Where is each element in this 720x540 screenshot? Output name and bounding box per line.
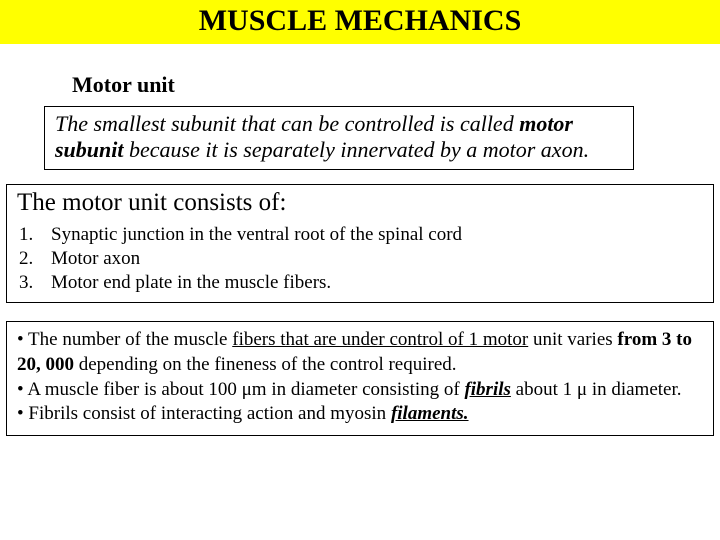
- note-text: • The number of the muscle: [17, 329, 232, 350]
- page-title: MUSCLE MECHANICS: [199, 4, 522, 37]
- mu-symbol: μ: [577, 379, 587, 400]
- note-3: • Fibrils consist of interacting action …: [17, 402, 703, 427]
- list-text: Motor end plate in the muscle fibers.: [51, 271, 331, 295]
- note-text: m in diameter consisting of: [252, 379, 465, 400]
- definition-pre: The smallest subunit that can be control…: [55, 111, 519, 136]
- consists-list: 1. Synaptic junction in the ventral root…: [17, 223, 703, 294]
- note-text: in diameter.: [587, 379, 681, 400]
- section-subtitle: Motor unit: [72, 72, 720, 98]
- note-text: • Fibrils consist of interacting action …: [17, 403, 391, 424]
- note-text: about 1: [511, 379, 577, 400]
- list-num: 1.: [17, 223, 51, 247]
- list-item: 3. Motor end plate in the muscle fibers.: [17, 271, 703, 295]
- consists-box: The motor unit consists of: 1. Synaptic …: [6, 184, 714, 303]
- list-text: Motor axon: [51, 247, 140, 271]
- note-1: • The number of the muscle fibers that a…: [17, 328, 703, 377]
- title-bar: MUSCLE MECHANICS: [0, 0, 720, 44]
- note-underline: fibers that are under control of 1 motor: [232, 329, 528, 350]
- list-item: 2. Motor axon: [17, 247, 703, 271]
- mu-symbol: μ: [242, 379, 252, 400]
- list-num: 2.: [17, 247, 51, 271]
- list-text: Synaptic junction in the ventral root of…: [51, 223, 462, 247]
- note-text: unit varies: [528, 329, 617, 350]
- definition-box: The smallest subunit that can be control…: [44, 106, 634, 170]
- note-text: • A muscle fiber is about 100: [17, 379, 242, 400]
- note-2: • A muscle fiber is about 100 μm in diam…: [17, 378, 703, 403]
- definition-post: because it is separately innervated by a…: [124, 137, 590, 162]
- note-filaments: filaments.: [391, 403, 469, 424]
- list-num: 3.: [17, 271, 51, 295]
- list-item: 1. Synaptic junction in the ventral root…: [17, 223, 703, 247]
- note-fibrils: fibrils: [464, 379, 510, 400]
- consists-heading: The motor unit consists of:: [17, 189, 703, 217]
- note-text: depending on the fineness of the control…: [74, 354, 457, 375]
- notes-box: • The number of the muscle fibers that a…: [6, 321, 714, 436]
